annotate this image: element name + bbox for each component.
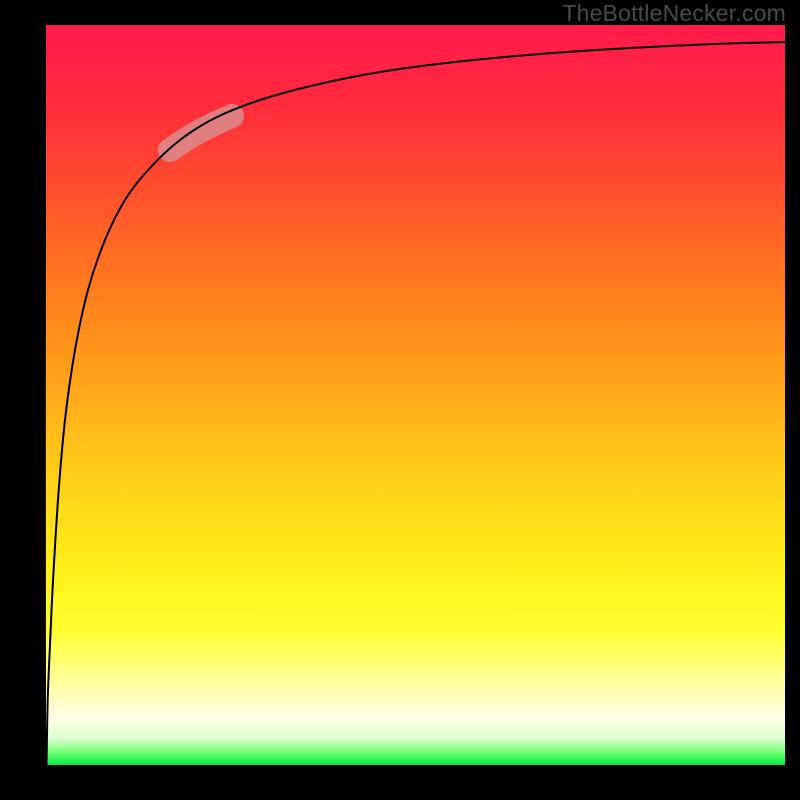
- plot-area: [45, 25, 785, 765]
- highlight-band: [170, 116, 232, 150]
- watermark-label: TheBottleNecker.com: [562, 0, 786, 27]
- chart-stage: TheBottleNecker.com: [0, 0, 800, 800]
- bottleneck-curve: [45, 25, 785, 765]
- curve-layer: [45, 25, 785, 765]
